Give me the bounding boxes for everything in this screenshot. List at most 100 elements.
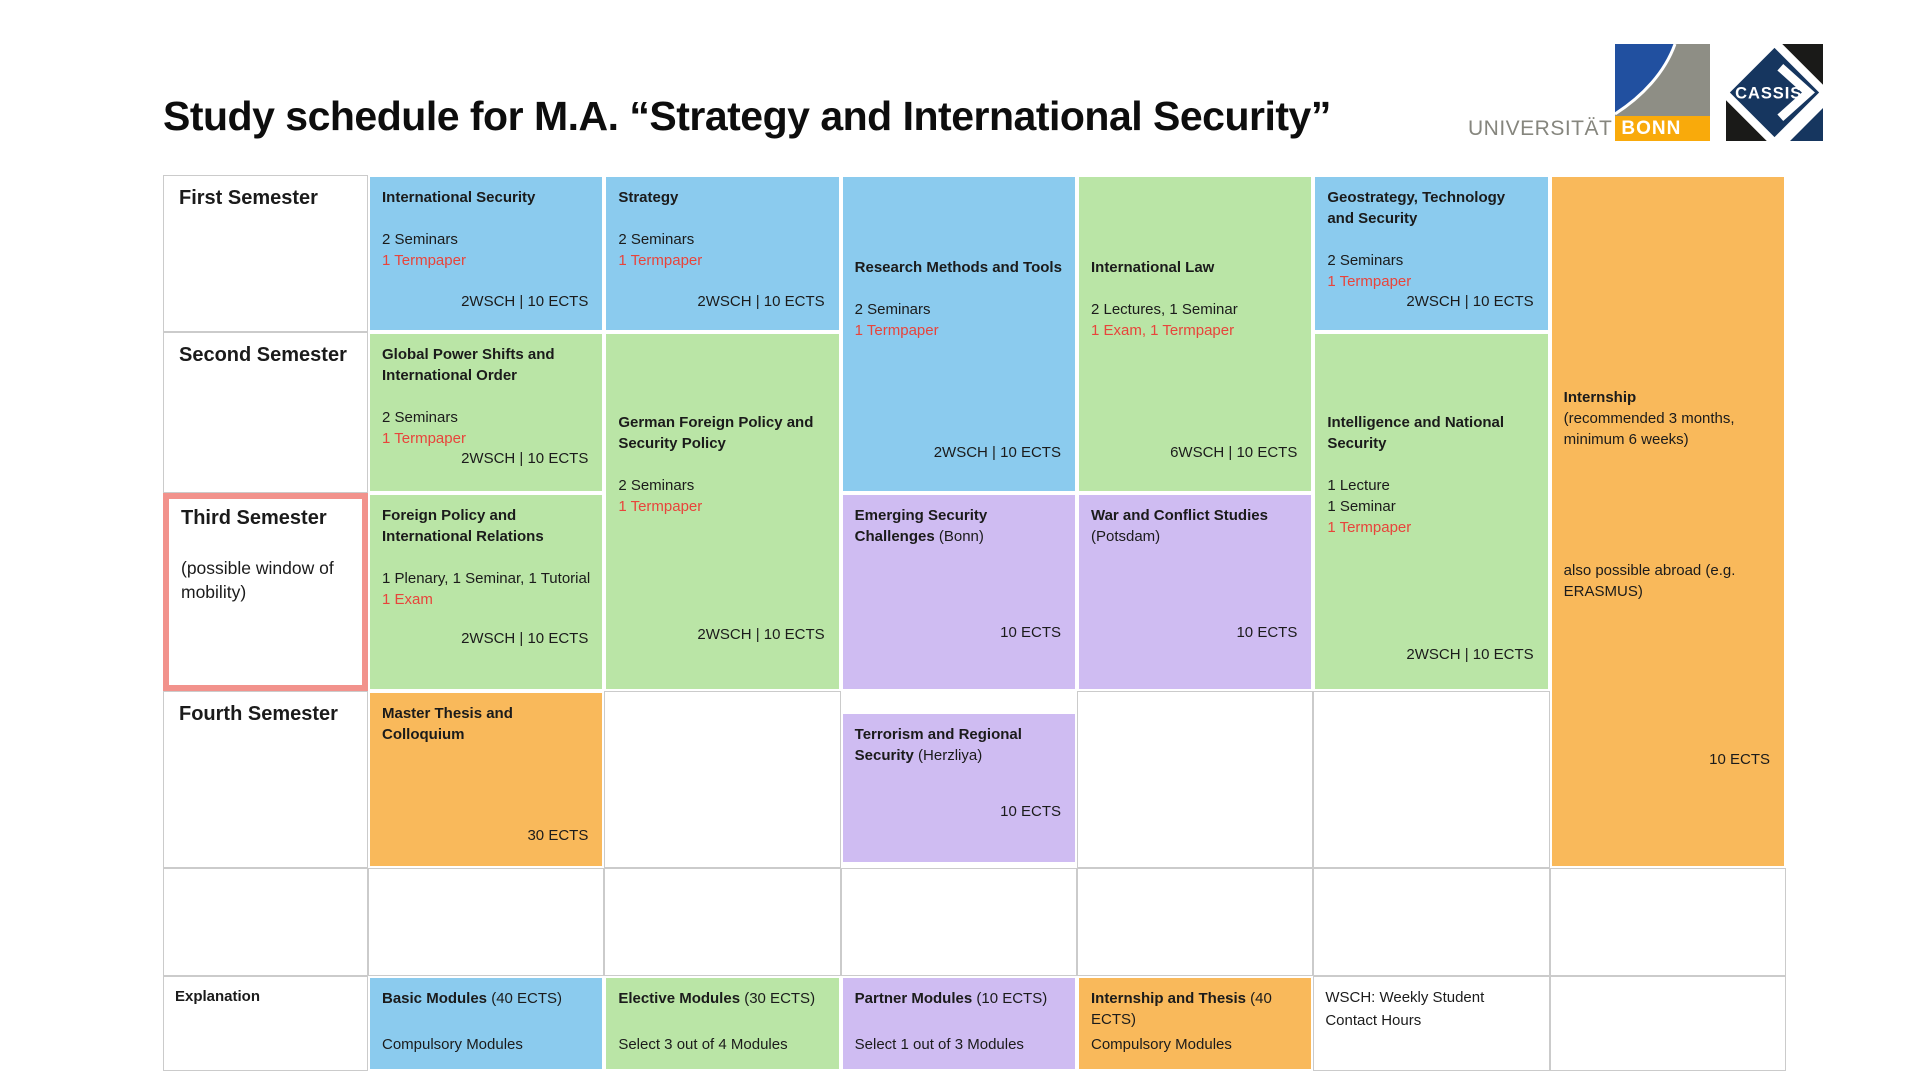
module-title-bold: War and Conflict Studies [1090, 507, 1268, 524]
module-ects: 10 ECTS [1000, 624, 1061, 641]
module-location: (Herzliya) [918, 747, 983, 764]
cell-terrorism: Terrorism and Regional Security (Herzliy… [841, 691, 1077, 868]
module-detail: 2 Seminars [854, 301, 931, 318]
legend-title-suffix: (10 ECTS) [972, 990, 1048, 1007]
module-exam: 1 Termpaper [1327, 273, 1412, 290]
cell-geostrategy: Geostrategy, Technology and Security 2 S… [1313, 175, 1549, 332]
module-title: Master Thesis and Colloquium [382, 705, 513, 743]
module-intelligence: Intelligence and National Security 1 Lec… [1315, 334, 1548, 689]
cell-international-security: International Security 2 Seminars 1 Term… [368, 175, 604, 332]
module-exam: 1 Exam [382, 591, 433, 608]
module-international-security: International Security 2 Seminars 1 Term… [370, 177, 603, 330]
cell-internship: Internship (recommended 3 months, minimu… [1550, 175, 1786, 868]
legend-internship-thesis: Internship and Thesis (40 ECTS) Compulso… [1077, 976, 1313, 1071]
module-title: International Law [1090, 259, 1215, 276]
module-ects: 2WSCH | 10 ECTS [697, 293, 825, 310]
semester-label-text: Fourth Semester [179, 703, 338, 725]
legend-title: Basic Modules (40 ECTS) [382, 988, 590, 1034]
legend-desc: Compulsory Modules [382, 1036, 523, 1053]
cell-emerging-security: Emerging Security Challenges (Bonn) 10 E… [841, 493, 1077, 691]
legend-desc: Select 3 out of 4 Modules [618, 1036, 788, 1053]
module-exam: 1 Termpaper [618, 252, 703, 269]
legend-label: Explanation [163, 976, 368, 1071]
module-title: Internship [1563, 389, 1637, 406]
cell-strategy: Strategy 2 Seminars 1 Termpaper 2WSCH | … [604, 175, 840, 332]
legend-title: Internship and Thesis (40 ECTS) [1091, 988, 1299, 1034]
legend-title-suffix: (40 ECTS) [1090, 990, 1272, 1028]
empty-cell [368, 868, 605, 976]
empty-cell [840, 868, 1077, 976]
module-exam: 1 Termpaper [854, 322, 939, 339]
empty-cell [1313, 691, 1550, 868]
module-detail: 2 Seminars [618, 477, 695, 494]
cell-international-law: International Law 2 Lectures, 1 Seminar … [1077, 175, 1313, 493]
empty-cell [1076, 691, 1314, 868]
legend-basic-modules: Basic Modules (40 ECTS) Compulsory Modul… [368, 976, 604, 1071]
uni-bonn-logo: UNIVERSITÄT BONN [1468, 44, 1711, 141]
module-title: German Foreign Policy and Security Polic… [618, 414, 814, 452]
module-detail: 2 Lectures, 1 Seminar [1090, 301, 1238, 318]
cell-intelligence: Intelligence and National Security 1 Lec… [1313, 332, 1549, 691]
legend-elective-modules: Elective Modules (30 ECTS) Select 3 out … [604, 976, 840, 1071]
module-internship: Internship (recommended 3 months, minimu… [1551, 177, 1784, 866]
module-ects: 2WSCH | 10 ECTS [461, 450, 589, 467]
legend-title-suffix: (30 ECTS) [740, 990, 816, 1007]
module-detail: 1 Plenary, 1 Seminar, 1 Tutorial [382, 570, 591, 587]
legend-title-bold: Internship and Thesis [1090, 990, 1247, 1007]
module-ects: 2WSCH | 10 ECTS [1406, 293, 1534, 310]
legend-title: Elective Modules (30 ECTS) [618, 988, 826, 1034]
module-ects: 10 ECTS [1236, 624, 1298, 641]
cell-war-conflict: War and Conflict Studies (Potsdam) 10 EC… [1077, 493, 1313, 691]
legend-partner-fill: Partner Modules (10 ECTS) Select 1 out o… [842, 978, 1075, 1069]
module-detail: 1 Seminar [1327, 498, 1396, 515]
legend-title-bold: Elective Modules [618, 990, 741, 1007]
bonn-wordmark-box: BONN [1615, 116, 1711, 141]
universitaet-wordmark: UNIVERSITÄT [1468, 117, 1613, 140]
module-ects: 2WSCH | 10 ECTS [461, 630, 589, 647]
module-strategy: Strategy 2 Seminars 1 Termpaper 2WSCH | … [606, 177, 839, 330]
module-ects: 2WSCH | 10 ECTS [1406, 646, 1534, 663]
module-title-bold: Emerging Security Challenges [854, 507, 988, 545]
module-detail: 2 Seminars [382, 231, 458, 248]
legend-label-text: Explanation [175, 988, 261, 1005]
semester-label-third: Third Semester (possible window of mobil… [163, 493, 368, 691]
cassis-logo: CASSIS [1726, 44, 1824, 141]
module-emerging-security: Emerging Security Challenges (Bonn) 10 E… [842, 495, 1075, 689]
legend-title-bold: Basic Modules [382, 990, 488, 1007]
legend-desc: Select 1 out of 3 Modules [854, 1036, 1024, 1053]
empty-cell [1549, 976, 1786, 1071]
module-title: Emerging Security Challenges (Bonn) [855, 505, 1063, 547]
module-title: Geostrategy, Technology and Security [1327, 189, 1506, 227]
legend-title: Partner Modules (10 ECTS) [855, 988, 1063, 1034]
module-exam: 1 Termpaper [1327, 519, 1412, 536]
module-detail: 2 Seminars [1327, 252, 1404, 269]
cassis-logo-text: CASSIS [1735, 84, 1802, 102]
module-war-conflict: War and Conflict Studies (Potsdam) 10 EC… [1078, 495, 1312, 689]
cell-german-foreign-policy: German Foreign Policy and Security Polic… [604, 332, 840, 691]
module-location: (Potsdam) [1090, 528, 1161, 545]
module-exam: 1 Termpaper [382, 252, 466, 269]
module-location: (Bonn) [938, 528, 984, 545]
brand-logos: UNIVERSITÄT BONN CASSIS [1468, 44, 1824, 141]
module-exam: 1 Exam, 1 Termpaper [1090, 322, 1235, 339]
empty-cell [1076, 868, 1314, 976]
module-note-abroad: also possible abroad (e.g. ERASMUS) [1563, 562, 1736, 600]
module-detail: 2 Seminars [382, 409, 458, 426]
module-ects: 10 ECTS [1000, 803, 1061, 820]
module-detail: 1 Lecture [1327, 477, 1390, 494]
empty-cell [1313, 868, 1550, 976]
module-title: Strategy [618, 189, 679, 206]
cell-master-thesis: Master Thesis and Colloquium 30 ECTS [368, 691, 604, 868]
module-global-power-shifts: Global Power Shifts and International Or… [370, 334, 603, 491]
module-title: Terrorism and Regional Security (Herzliy… [855, 724, 1063, 766]
empty-cell [1549, 868, 1786, 976]
module-title: Global Power Shifts and International Or… [382, 346, 555, 384]
module-terrorism: Terrorism and Regional Security (Herzliy… [842, 714, 1075, 862]
module-note: (recommended 3 months, minimum 6 weeks) [1563, 410, 1735, 448]
module-german-foreign-policy: German Foreign Policy and Security Polic… [606, 334, 839, 689]
legend-desc: Compulsory Modules [1090, 1036, 1232, 1053]
legend-partner-modules: Partner Modules (10 ECTS) Select 1 out o… [841, 976, 1077, 1071]
module-title: Foreign Policy and International Relatio… [382, 507, 544, 545]
module-title-bold: Terrorism and Regional Security [854, 726, 1022, 764]
cell-global-power-shifts: Global Power Shifts and International Or… [368, 332, 604, 493]
